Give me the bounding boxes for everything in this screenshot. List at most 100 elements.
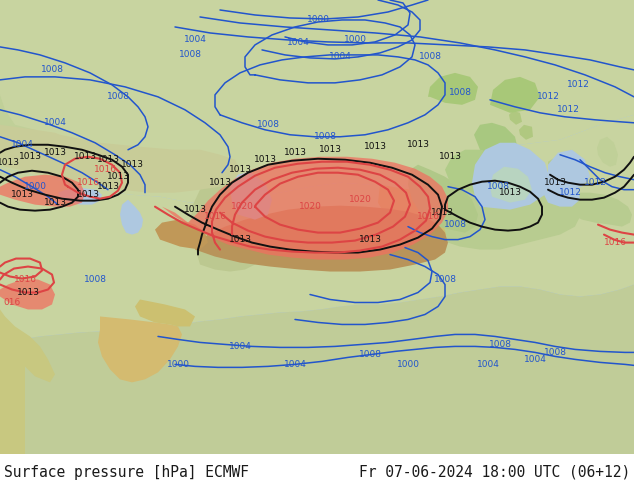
Polygon shape: [0, 175, 85, 207]
Text: 1008: 1008: [444, 220, 467, 229]
Text: 1013: 1013: [363, 142, 387, 151]
Text: 1012: 1012: [583, 178, 607, 187]
Text: 1008: 1008: [418, 52, 441, 61]
Text: 016: 016: [3, 298, 21, 307]
Text: 1004: 1004: [44, 118, 67, 127]
Polygon shape: [544, 175, 580, 207]
Polygon shape: [135, 299, 195, 326]
Polygon shape: [525, 190, 552, 220]
Text: 1013: 1013: [283, 148, 306, 157]
Polygon shape: [472, 143, 550, 210]
Polygon shape: [445, 150, 525, 205]
Text: 1004: 1004: [287, 38, 309, 48]
Text: 1020: 1020: [231, 202, 254, 211]
Polygon shape: [0, 125, 240, 193]
Text: 1008: 1008: [543, 348, 567, 357]
Text: 1008: 1008: [41, 65, 63, 74]
Text: 1016: 1016: [604, 238, 626, 247]
Text: 1008: 1008: [448, 88, 472, 98]
Polygon shape: [0, 285, 634, 454]
Polygon shape: [120, 199, 143, 235]
Polygon shape: [0, 304, 55, 454]
Text: 1013: 1013: [498, 188, 522, 197]
Polygon shape: [155, 220, 208, 249]
Text: 1008: 1008: [434, 275, 456, 284]
Text: 1020: 1020: [349, 195, 372, 204]
Text: 1013: 1013: [77, 190, 100, 199]
Text: 1013: 1013: [44, 198, 67, 207]
Text: 1016: 1016: [417, 212, 439, 221]
Text: 1004: 1004: [229, 342, 252, 351]
Polygon shape: [98, 317, 182, 382]
Text: 1008: 1008: [313, 132, 337, 141]
Text: 1013: 1013: [0, 158, 20, 167]
Text: 1013: 1013: [358, 235, 382, 244]
Text: 1013: 1013: [11, 190, 34, 199]
Text: 1000: 1000: [396, 360, 420, 369]
Text: 1004: 1004: [184, 35, 207, 45]
Text: 1004: 1004: [283, 360, 306, 369]
Text: 1013: 1013: [74, 152, 96, 161]
Text: 1013: 1013: [209, 178, 231, 187]
Text: 1008: 1008: [489, 340, 512, 349]
Text: 1000: 1000: [23, 182, 46, 191]
Text: 1013: 1013: [44, 148, 67, 157]
Polygon shape: [428, 73, 478, 105]
Polygon shape: [0, 115, 634, 343]
Text: 1012: 1012: [536, 92, 559, 101]
Polygon shape: [0, 279, 55, 310]
Text: 1000: 1000: [306, 16, 330, 24]
Text: Fr 07-06-2024 18:00 UTC (06+12): Fr 07-06-2024 18:00 UTC (06+12): [359, 465, 630, 480]
Text: 1013: 1013: [543, 178, 567, 187]
Text: 1013: 1013: [96, 182, 119, 191]
Polygon shape: [562, 193, 632, 226]
Text: 1013: 1013: [439, 152, 462, 161]
Polygon shape: [556, 179, 574, 195]
Polygon shape: [597, 137, 618, 167]
Polygon shape: [442, 168, 580, 249]
Polygon shape: [195, 206, 448, 271]
Polygon shape: [58, 188, 102, 205]
Polygon shape: [509, 111, 522, 125]
Polygon shape: [519, 125, 533, 140]
Text: 1013: 1013: [228, 165, 252, 174]
Polygon shape: [408, 165, 478, 233]
Text: 1013: 1013: [107, 172, 129, 181]
Text: 1012: 1012: [557, 105, 579, 114]
Polygon shape: [490, 167, 532, 203]
Text: 1013: 1013: [406, 140, 429, 149]
Polygon shape: [378, 185, 520, 237]
Text: 1008: 1008: [179, 50, 202, 59]
Text: 1013: 1013: [430, 208, 453, 217]
Text: 1012: 1012: [559, 188, 581, 197]
Text: 1020: 1020: [299, 202, 321, 211]
Polygon shape: [548, 150, 590, 190]
Text: 1016: 1016: [13, 275, 37, 284]
Text: 1013: 1013: [228, 235, 252, 244]
Text: 1008: 1008: [84, 275, 107, 284]
Text: 1016: 1016: [77, 178, 100, 187]
Text: 1013: 1013: [18, 152, 41, 161]
Polygon shape: [230, 172, 272, 220]
Polygon shape: [548, 159, 558, 175]
Text: 1013: 1013: [96, 155, 119, 164]
Text: Surface pressure [hPa] ECMWF: Surface pressure [hPa] ECMWF: [4, 465, 249, 480]
Text: 1008: 1008: [257, 120, 280, 129]
Text: 1008: 1008: [107, 92, 129, 101]
Text: 1013: 1013: [16, 288, 39, 297]
Polygon shape: [0, 0, 634, 203]
Text: 1004: 1004: [524, 355, 547, 364]
Text: 1004: 1004: [477, 360, 500, 369]
Text: 1000: 1000: [344, 35, 366, 45]
Text: 1013: 1013: [254, 155, 276, 164]
Text: 1013: 1013: [120, 160, 143, 169]
Text: 1004: 1004: [328, 52, 351, 61]
Text: 1013: 1013: [318, 145, 342, 154]
Text: 1008: 1008: [486, 182, 510, 191]
Polygon shape: [490, 77, 540, 113]
Polygon shape: [237, 183, 245, 193]
Text: 1016: 1016: [93, 165, 117, 174]
Text: 1012: 1012: [567, 80, 590, 89]
Polygon shape: [190, 172, 268, 271]
Text: 1008: 1008: [358, 350, 382, 359]
